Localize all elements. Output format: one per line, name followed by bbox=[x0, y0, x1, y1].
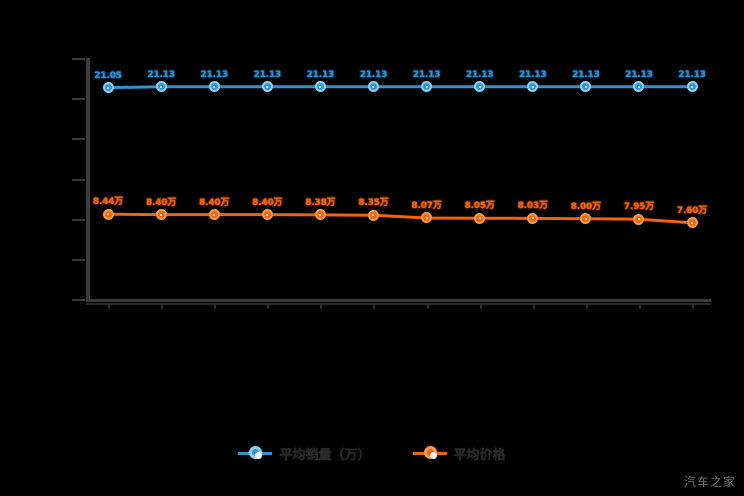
data-point-marker[interactable] bbox=[155, 81, 167, 93]
data-point-label: 21.13 bbox=[412, 69, 441, 80]
data-point-label: 8.35万 bbox=[358, 198, 389, 209]
data-point-marker[interactable] bbox=[686, 217, 698, 229]
y-axis-tick bbox=[72, 178, 85, 181]
data-point-marker[interactable] bbox=[580, 213, 592, 225]
data-point-label: 21.13 bbox=[306, 69, 335, 80]
data-point-marker[interactable] bbox=[314, 81, 326, 93]
x-axis-tick bbox=[373, 305, 376, 309]
x-axis-tick bbox=[532, 305, 535, 309]
watermark: 汽车之家 bbox=[683, 475, 736, 489]
y-axis-tick bbox=[72, 218, 85, 221]
legend-marker-blue-icon bbox=[238, 446, 273, 460]
data-point-label: 8.38万 bbox=[305, 197, 336, 208]
data-point-label: 21.05 bbox=[94, 70, 122, 81]
data-point-label: 8.05万 bbox=[464, 201, 495, 212]
y-axis-tick bbox=[72, 299, 85, 301]
x-axis-tick bbox=[585, 305, 588, 309]
data-point-label: 21.13 bbox=[678, 69, 706, 80]
data-point-label: 8.07万 bbox=[411, 200, 442, 211]
y-axis-tick bbox=[72, 98, 85, 101]
y-axis bbox=[86, 58, 90, 301]
data-point-marker[interactable] bbox=[421, 212, 433, 224]
data-point-marker[interactable] bbox=[208, 81, 220, 93]
data-point-marker[interactable] bbox=[208, 209, 220, 221]
line-series-orange bbox=[107, 212, 693, 225]
legend-item-orange[interactable]: 平均价格 bbox=[412, 444, 506, 463]
data-point-label: 8.44万 bbox=[92, 197, 124, 208]
data-point-label: 7.60万 bbox=[676, 205, 708, 216]
data-point-label: 21.13 bbox=[572, 69, 600, 80]
legend-label-blue: 平均销量（万） bbox=[279, 447, 371, 463]
data-point-label: 21.13 bbox=[253, 69, 282, 80]
data-point-marker[interactable] bbox=[421, 81, 433, 93]
x-axis-tick bbox=[426, 305, 429, 309]
data-point-marker[interactable] bbox=[367, 81, 379, 93]
legend-marker-orange-icon bbox=[412, 446, 447, 460]
data-point-marker[interactable] bbox=[261, 81, 273, 93]
data-point-label: 8.40万 bbox=[252, 197, 283, 208]
chart-legend: 平均销量（万） 平均价格 bbox=[0, 440, 744, 466]
x-axis bbox=[86, 299, 711, 302]
data-point-label: 8.00万 bbox=[570, 201, 601, 212]
y-axis-tick bbox=[72, 138, 85, 141]
data-point-marker[interactable] bbox=[527, 212, 539, 224]
legend-item-blue[interactable]: 平均销量（万） bbox=[238, 444, 371, 463]
data-point-label: 21.13 bbox=[147, 69, 175, 80]
data-point-marker[interactable] bbox=[102, 82, 114, 94]
x-axis-tick bbox=[214, 305, 217, 309]
x-axis-tick bbox=[479, 305, 482, 309]
data-point-marker[interactable] bbox=[686, 81, 698, 93]
data-point-marker[interactable] bbox=[261, 209, 273, 221]
data-point-marker[interactable] bbox=[633, 81, 645, 93]
line-series-blue bbox=[107, 85, 692, 90]
data-point-label: 7.95万 bbox=[623, 202, 655, 213]
data-point-marker[interactable] bbox=[314, 209, 326, 221]
x-axis-tick bbox=[267, 305, 270, 309]
legend-label-orange: 平均价格 bbox=[453, 447, 506, 463]
x-axis-shadow bbox=[86, 303, 711, 305]
data-point-label: 21.13 bbox=[465, 69, 494, 80]
x-axis-tick bbox=[108, 305, 110, 309]
data-point-marker[interactable] bbox=[527, 81, 539, 93]
x-axis-tick bbox=[638, 305, 641, 309]
data-point-label: 21.13 bbox=[625, 69, 653, 80]
data-point-label: 8.03万 bbox=[517, 201, 548, 212]
x-axis-tick bbox=[320, 305, 323, 309]
data-point-marker[interactable] bbox=[102, 208, 114, 220]
data-point-marker[interactable] bbox=[474, 212, 486, 224]
data-point-marker[interactable] bbox=[474, 81, 486, 93]
data-point-label: 8.40万 bbox=[199, 197, 230, 208]
x-axis-tick bbox=[692, 305, 694, 309]
y-axis-tick bbox=[72, 258, 85, 261]
data-point-marker[interactable] bbox=[580, 81, 592, 93]
data-point-label: 21.13 bbox=[359, 69, 388, 80]
data-point-marker[interactable] bbox=[155, 209, 167, 221]
data-point-label: 21.13 bbox=[200, 69, 228, 80]
data-point-marker[interactable] bbox=[633, 213, 645, 225]
x-axis-tick bbox=[161, 305, 164, 309]
data-point-label: 21.13 bbox=[518, 69, 547, 80]
data-point-marker[interactable] bbox=[367, 209, 379, 221]
data-point-label: 8.40万 bbox=[145, 197, 177, 208]
y-axis-tick bbox=[72, 58, 85, 60]
